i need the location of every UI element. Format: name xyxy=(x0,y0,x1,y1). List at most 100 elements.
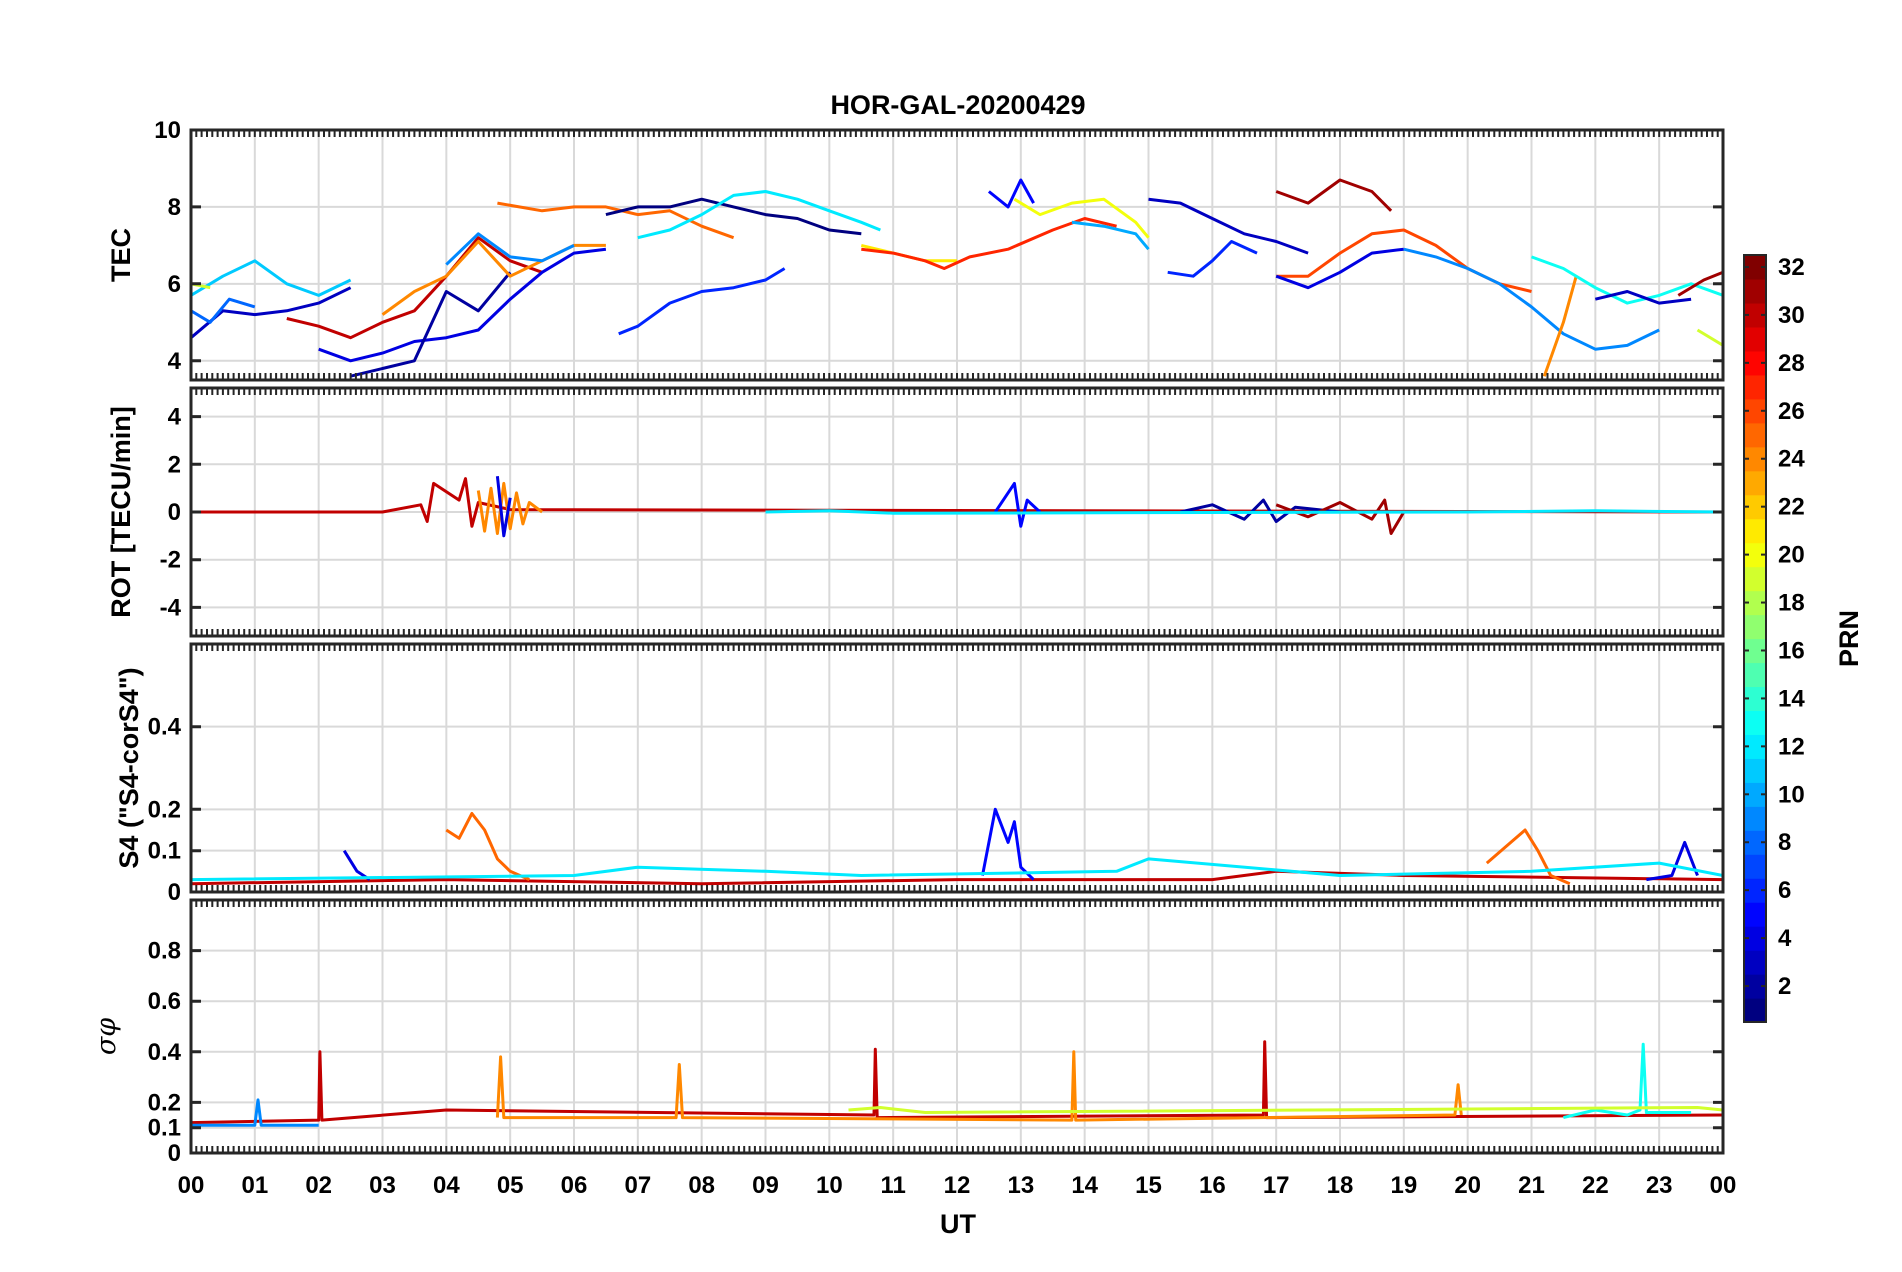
trace-prn-8 xyxy=(191,297,256,324)
trace-prn-4 xyxy=(342,849,371,881)
traces-tec xyxy=(191,178,1723,378)
y-tick-label: 0 xyxy=(168,499,181,526)
colorbar-tick-label: 2 xyxy=(1778,973,1791,1000)
trace-prn-1 xyxy=(605,197,862,236)
colorbar-segment xyxy=(1744,614,1766,640)
y-tick-label: 2 xyxy=(168,451,181,478)
x-tick-label: 20 xyxy=(1454,1172,1481,1199)
x-axis-label: UT xyxy=(940,1209,976,1239)
trace-prn-6 xyxy=(1167,240,1258,278)
trace-prn-13 xyxy=(1530,255,1723,305)
x-tick-label: 16 xyxy=(1199,1172,1226,1199)
colorbar-tick-label: 32 xyxy=(1778,254,1805,281)
traces-s4 xyxy=(191,807,1723,886)
x-tick-label: 18 xyxy=(1327,1172,1354,1199)
colorbar-segment xyxy=(1744,758,1766,783)
x-tick-label: 23 xyxy=(1646,1172,1673,1199)
y-tick-label: 0.1 xyxy=(148,838,181,865)
colorbar-segment xyxy=(1744,806,1766,831)
x-tick-label: 09 xyxy=(752,1172,779,1199)
x-tick-label: 19 xyxy=(1390,1172,1417,1199)
x-tick-label: 15 xyxy=(1135,1172,1162,1199)
trace-prn-30 xyxy=(191,1040,1723,1125)
trace-prn-24 xyxy=(476,481,543,535)
trace-prn-10 xyxy=(1071,220,1150,251)
y-tick-label: 0.1 xyxy=(148,1115,181,1142)
y-tick-label: -4 xyxy=(160,594,182,621)
trace-prn-5 xyxy=(994,481,1042,528)
x-tick-label: 04 xyxy=(433,1172,460,1199)
trace-prn-31 xyxy=(1275,498,1406,535)
colorbar-segment xyxy=(1744,878,1766,903)
x-tick-label: 00 xyxy=(1710,1172,1737,1199)
x-tick-label: 17 xyxy=(1263,1172,1290,1199)
trace-prn-9 xyxy=(445,232,575,266)
trace-prn-9 xyxy=(1403,247,1660,351)
colorbar-segment xyxy=(1744,734,1766,759)
colorbar-segment xyxy=(1744,255,1766,280)
y-axis-label: TEC xyxy=(106,228,136,282)
y-tick-label: 0 xyxy=(168,1140,181,1167)
x-tick-label: 10 xyxy=(816,1172,843,1199)
x-tick-label: 05 xyxy=(497,1172,524,1199)
trace-prn-19 xyxy=(1696,328,1723,347)
trace-prn-30 xyxy=(286,236,543,340)
y-tick-label: 0 xyxy=(168,879,181,906)
colorbar-segment xyxy=(1744,302,1766,328)
trace-prn-12 xyxy=(637,190,881,240)
colorbar-tick-label: 6 xyxy=(1778,877,1791,904)
colorbar-tick-label: 20 xyxy=(1778,542,1805,569)
colorbar-segment xyxy=(1744,326,1766,352)
colorbar-segment xyxy=(1744,398,1766,424)
y-tick-label: 4 xyxy=(168,348,182,375)
y-axis-label: ROT [TECU/min] xyxy=(106,406,136,617)
colorbar-segment xyxy=(1744,542,1766,568)
colorbar-tick-label: 14 xyxy=(1778,685,1805,712)
y-ticks xyxy=(191,415,1723,609)
colorbar-segment xyxy=(1744,926,1766,951)
trace-prn-4 xyxy=(1275,247,1404,290)
colorbar-segment xyxy=(1744,638,1766,664)
y-tick-label: 0.6 xyxy=(148,988,181,1015)
colorbar-tick-label: 12 xyxy=(1778,733,1805,760)
trace-prn-19 xyxy=(848,1106,1723,1114)
x-tick-label: 21 xyxy=(1518,1172,1545,1199)
trace-prn-3 xyxy=(1148,197,1309,255)
y-tick-label: 8 xyxy=(168,194,181,221)
trace-prn-4 xyxy=(318,247,607,363)
colorbar-segment xyxy=(1744,278,1766,304)
x-tick-label: 01 xyxy=(241,1172,268,1199)
y-tick-label: 4 xyxy=(168,404,182,431)
trace-prn-25 xyxy=(497,201,735,240)
chart-title: HOR-GAL-20200429 xyxy=(830,90,1085,120)
trace-prn-13 xyxy=(1563,1042,1692,1120)
colorbar-segment xyxy=(1744,686,1766,712)
trace-prn-11 xyxy=(191,259,352,297)
trace-prn-20 xyxy=(1013,197,1150,239)
colorbar-tick-label: 10 xyxy=(1778,781,1805,808)
x-axis-ticks: 00 01 02 03 04 05 06 07 08 09 10 11 12 13 14 15 16 17 18 19… xyxy=(178,1172,1737,1199)
trace-prn-25 xyxy=(445,812,530,881)
trace-prn-24 xyxy=(1542,275,1578,377)
trace-prn-31 xyxy=(1275,178,1393,212)
colorbar-tick-label: 8 xyxy=(1778,829,1791,856)
x-tick-label: 02 xyxy=(305,1172,332,1199)
colorbar-tick-label: 30 xyxy=(1778,302,1805,329)
x-tick-label: 07 xyxy=(624,1172,651,1199)
trace-prn-12 xyxy=(191,857,1723,882)
colorbar-tick-label: 18 xyxy=(1778,590,1805,617)
panel-s4: 0 0.1 0.2 0.4S4 ("S4-corS4") xyxy=(114,642,1725,906)
colorbar-tick-label: 16 xyxy=(1778,637,1805,664)
colorbar-segment xyxy=(1744,446,1766,472)
y-tick-label: 0.8 xyxy=(148,938,181,965)
panel-tec: 4 6 8 10 TEC xyxy=(106,117,1725,382)
x-tick-label: 03 xyxy=(369,1172,396,1199)
colorbar-tick-label: 22 xyxy=(1778,494,1805,521)
trace-prn-5 xyxy=(981,807,1035,881)
y-axis-label: S4 ("S4-corS4") xyxy=(114,667,144,868)
trace-prn-4 xyxy=(495,476,512,538)
colorbar-tick-label: 26 xyxy=(1778,398,1805,425)
x-tick-label: 13 xyxy=(1007,1172,1034,1199)
trace-prn-25 xyxy=(1485,828,1571,886)
